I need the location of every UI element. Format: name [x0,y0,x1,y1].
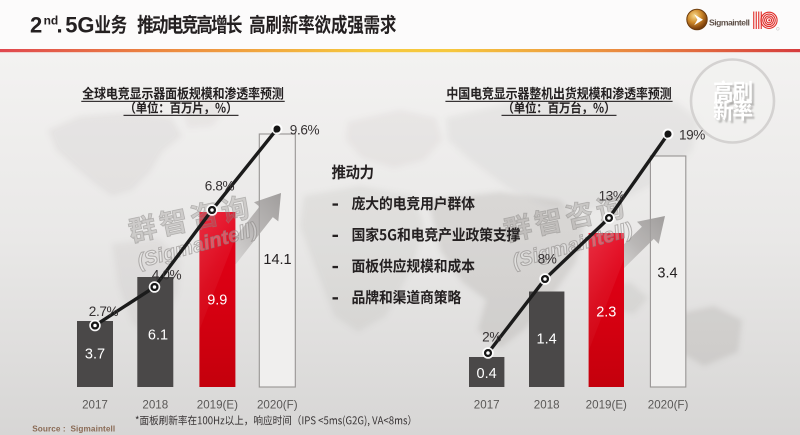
svg-text:9.6%: 9.6% [290,123,320,138]
svg-text:2018: 2018 [142,398,168,411]
svg-text:3.7: 3.7 [85,347,105,363]
svg-text:Sigmaintell: Sigmaintell [709,18,749,28]
svg-text:4.0%: 4.0% [152,268,182,283]
svg-text:13%: 13% [599,189,625,204]
svg-text:9.9: 9.9 [207,293,227,309]
svg-text:19%: 19% [679,128,705,143]
svg-text:2017: 2017 [82,398,108,411]
svg-text:2.7%: 2.7% [89,304,119,319]
svg-text:8%: 8% [538,252,557,267]
svg-text:2.3: 2.3 [596,305,616,321]
svg-text:2017: 2017 [474,398,500,411]
svg-text:0.4: 0.4 [477,366,497,382]
svg-text:2020(F): 2020(F) [648,398,689,411]
svg-text:14.1: 14.1 [263,252,291,268]
svg-text:3.4: 3.4 [657,266,677,282]
svg-text:2019(E): 2019(E) [586,398,627,411]
svg-text:2: 2 [30,12,42,37]
svg-text:Source : Sigmaintell: Source : Sigmaintell [32,425,115,434]
svg-text:2019(E): 2019(E) [197,398,238,411]
svg-text:6.8%: 6.8% [205,179,235,194]
svg-text:2%: 2% [482,330,501,345]
svg-text:nd: nd [44,14,59,28]
svg-text:5G: 5G [65,12,94,37]
svg-text:.: . [57,12,63,37]
svg-text:2020(F): 2020(F) [257,398,298,411]
svg-text:1.4: 1.4 [537,332,557,348]
svg-text:6.1: 6.1 [148,328,168,344]
svg-text:2018: 2018 [534,398,560,411]
